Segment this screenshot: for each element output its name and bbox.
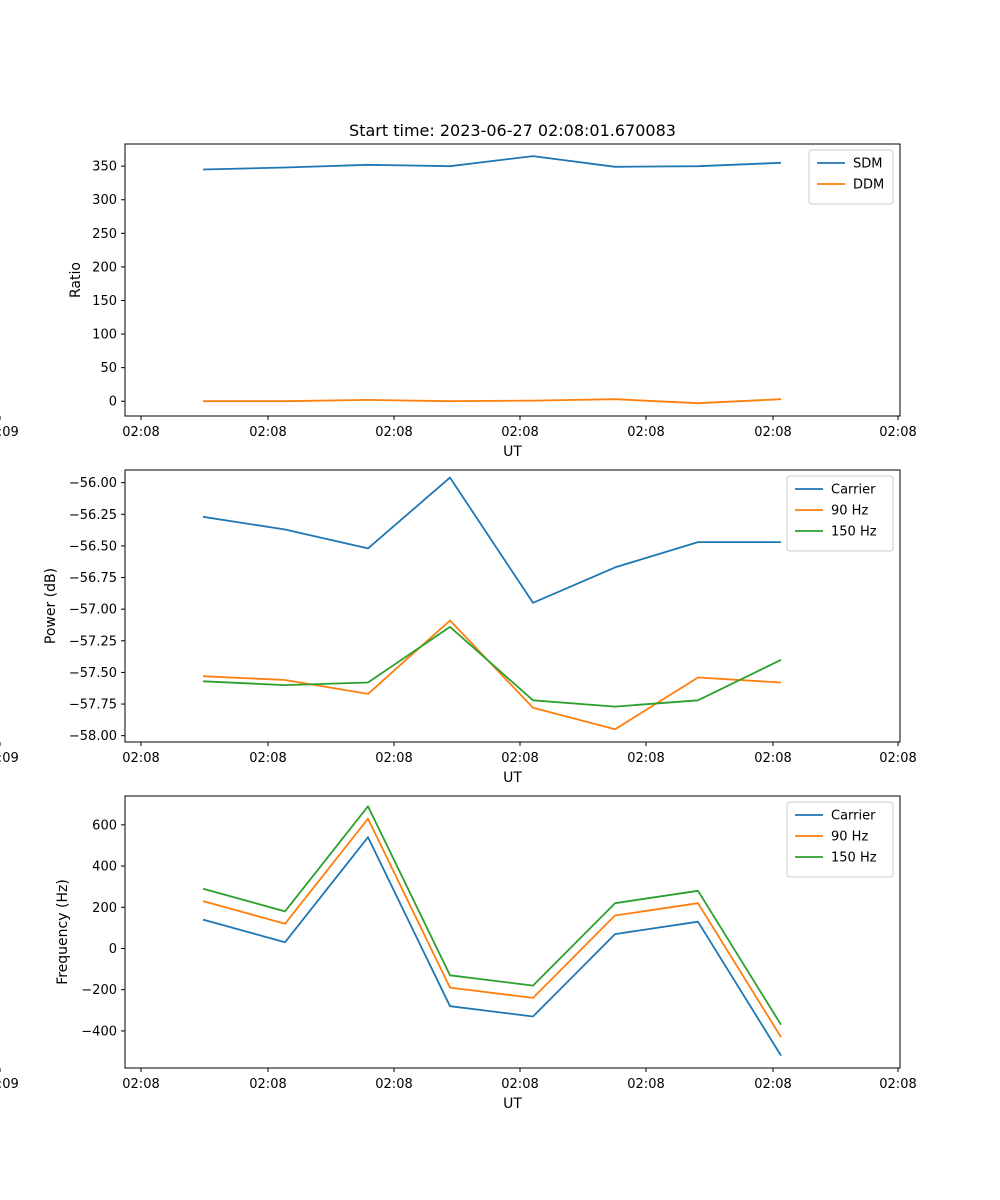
y-tick-label: 350	[92, 160, 117, 175]
axes-frame	[124, 469, 901, 743]
x-axis-label: UT	[503, 1096, 522, 1112]
x-tick-label: 02:08	[627, 1077, 664, 1092]
chart-title: Start time: 2023-06-27 02:08:01.670083	[349, 121, 676, 140]
y-tick-label: −200	[81, 983, 117, 998]
y-tick-label: 0	[109, 395, 117, 410]
series-line-1	[202, 476, 781, 604]
legend-label: 150 Hz	[831, 525, 877, 540]
x-tick-label: 02:08	[375, 425, 412, 440]
series-line-3	[202, 626, 782, 708]
y-tick-label: −56.25	[69, 508, 117, 523]
y-tick-label: 50	[100, 361, 117, 376]
axes-frame	[124, 143, 901, 417]
x-tick-label: 02:09	[0, 751, 19, 766]
y-tick-label: 100	[92, 328, 117, 343]
legend: Carrier 90 Hz 150 Hz	[786, 475, 894, 552]
y-tick-label: −57.00	[69, 603, 117, 618]
y-tick-label: 400	[92, 860, 117, 875]
panel-3: 02:08 02:08 02:08 02:08 02:08 02:08 02:08 02:09…	[0, 795, 917, 1112]
x-tick-label: 02:08	[754, 751, 791, 766]
x-tick-label: 02:08	[627, 425, 664, 440]
x-tick-label: 02:08	[249, 425, 286, 440]
y-tick-label: 150	[92, 294, 117, 309]
y-tick-label: −56.50	[69, 539, 117, 554]
legend: Carrier 90 Hz 150 Hz	[786, 801, 894, 878]
legend-box	[786, 475, 894, 552]
x-tick-label: 02:08	[501, 751, 538, 766]
x-axis-label: UT	[503, 770, 522, 786]
series-group	[202, 476, 782, 731]
series-group	[202, 805, 782, 1057]
series-line-1	[202, 836, 782, 1057]
x-tick-label: 02:08	[122, 425, 159, 440]
panel-1: Start time: 2023-06-27 02:08:01.67008302…	[0, 121, 917, 460]
x-tick-label: 02:09	[0, 1077, 19, 1092]
legend-box	[786, 801, 894, 878]
y-tick-label: 200	[92, 901, 117, 916]
legend-label: 150 Hz	[831, 851, 877, 866]
x-tick-label: 02:08	[375, 751, 412, 766]
x-tick-label: 02:08	[879, 751, 916, 766]
series-line-2	[203, 398, 782, 405]
legend-label: 90 Hz	[831, 504, 868, 519]
y-tick-label: 600	[92, 818, 117, 833]
y-tick-label: 0	[109, 942, 117, 957]
x-tick-label: 02:08	[754, 1077, 791, 1092]
series-line-1	[202, 155, 782, 171]
y-axis-label: Power (dB)	[43, 568, 59, 644]
series-line-2	[202, 619, 782, 731]
x-tick-label: 02:08	[501, 425, 538, 440]
legend-label: SDM	[853, 157, 882, 172]
y-tick-label: −57.50	[69, 666, 117, 681]
y-tick-label: −56.00	[69, 476, 117, 491]
x-tick-label: 02:09	[0, 425, 19, 440]
x-tick-label: 02:08	[375, 1077, 412, 1092]
x-tick-label: 02:08	[249, 751, 286, 766]
panel-2: 02:08 02:08 02:08 02:08 02:08 02:08 02:08 02:09…	[0, 469, 917, 786]
y-tick-label: −57.25	[69, 634, 117, 649]
legend-label: 90 Hz	[831, 830, 868, 845]
legend-label: Carrier	[831, 483, 876, 498]
y-tick-label: −57.75	[69, 698, 117, 713]
x-tick-label: 02:08	[122, 751, 159, 766]
y-axis-label: Ratio	[68, 262, 84, 298]
x-axis-label: UT	[503, 444, 522, 460]
series-line-3	[202, 805, 782, 1026]
y-tick-label: 300	[92, 193, 117, 208]
y-tick-label: −56.75	[69, 571, 117, 586]
x-tick-label: 02:08	[627, 751, 664, 766]
series-line-2	[202, 817, 782, 1038]
series-group	[202, 155, 782, 405]
y-tick-label: −58.00	[69, 729, 117, 744]
y-tick-label: 200	[92, 260, 117, 275]
y-tick-label: 250	[92, 227, 117, 242]
y-tick-label: −400	[81, 1024, 117, 1039]
axes-frame	[124, 795, 901, 1069]
x-tick-label: 02:08	[501, 1077, 538, 1092]
y-axis-label: Frequency (Hz)	[55, 879, 71, 985]
x-tick-label: 02:08	[122, 1077, 159, 1092]
x-tick-label: 02:08	[879, 425, 916, 440]
legend-label: DDM	[853, 178, 884, 193]
x-tick-label: 02:08	[754, 425, 791, 440]
x-tick-label: 02:08	[249, 1077, 286, 1092]
x-tick-label: 02:08	[879, 1077, 916, 1092]
legend: SDM DDM	[808, 149, 894, 205]
legend-label: Carrier	[831, 809, 876, 824]
